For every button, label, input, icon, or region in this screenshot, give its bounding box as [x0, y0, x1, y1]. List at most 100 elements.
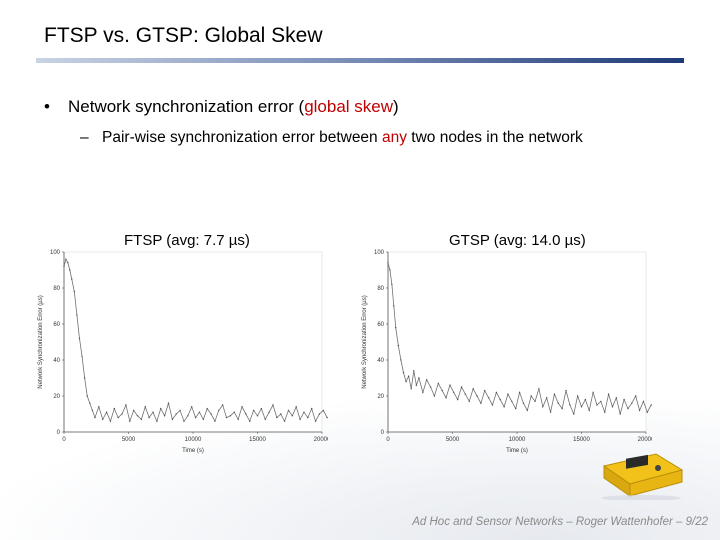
data-point	[515, 407, 517, 410]
data-point	[291, 415, 294, 417]
data-point	[268, 411, 270, 413]
data-point	[160, 407, 162, 410]
data-point	[76, 314, 78, 316]
data-point	[545, 397, 548, 399]
data-point	[89, 402, 91, 404]
data-point	[503, 406, 505, 408]
data-point	[121, 413, 123, 415]
data-point	[415, 384, 418, 386]
data-point	[136, 415, 139, 417]
x-tick-label: 15000	[249, 437, 266, 443]
y-tick-label: 40	[53, 358, 60, 364]
data-point	[167, 402, 170, 404]
data-point	[480, 402, 482, 404]
data-point	[179, 409, 181, 412]
data-point	[650, 404, 652, 406]
x-axis-title: Time (s)	[182, 448, 204, 454]
plot-area	[63, 251, 323, 433]
data-point	[623, 398, 625, 401]
y-tick-label: 60	[53, 322, 60, 328]
series-line	[63, 258, 328, 423]
data-point	[129, 420, 131, 422]
y-tick-label: 60	[377, 322, 384, 328]
slide-title: FTSP vs. GTSP: Global Skew	[44, 24, 323, 47]
data-point	[642, 400, 645, 403]
data-point	[171, 418, 174, 421]
gtsp-chart-caption: GTSP (avg: 14.0 µs)	[449, 232, 586, 249]
data-point	[187, 415, 189, 417]
data-point	[276, 416, 278, 419]
data-point	[476, 395, 478, 397]
data-point	[553, 393, 556, 395]
title-underline	[36, 58, 684, 63]
data-point	[117, 416, 119, 419]
data-point	[526, 409, 529, 412]
x-tick-label: 5000	[122, 437, 136, 443]
plot-area	[387, 251, 647, 433]
data-point	[573, 413, 575, 415]
y-tick-label: 100	[50, 250, 61, 256]
data-point	[397, 344, 400, 347]
data-point	[584, 398, 587, 401]
data-point	[507, 393, 509, 395]
data-point	[405, 380, 407, 383]
y-tick-label: 20	[53, 394, 60, 400]
data-point	[491, 404, 494, 406]
data-point	[78, 337, 81, 340]
data-point	[252, 409, 255, 412]
data-point	[83, 377, 86, 379]
data-point	[418, 377, 420, 379]
data-point	[429, 386, 432, 388]
data-point	[607, 393, 610, 395]
y-tick-label: 40	[377, 358, 384, 364]
data-point	[413, 370, 415, 372]
data-point	[113, 407, 116, 410]
series-line	[387, 262, 652, 416]
bullet-dot-icon: •	[44, 97, 50, 116]
x-tick-label: 20000	[314, 437, 328, 443]
data-point	[194, 416, 197, 419]
bullet1-prefix: Network synchronization error (	[68, 97, 305, 116]
data-point	[410, 388, 412, 390]
data-point	[233, 411, 235, 413]
y-tick-label: 80	[53, 286, 60, 292]
data-point	[518, 391, 521, 394]
data-point	[125, 404, 127, 406]
y-tick-label: 80	[377, 286, 384, 292]
y-axis-title: Network Synchronization Error (µs)	[38, 295, 44, 388]
data-point	[596, 404, 598, 406]
x-tick-label: 10000	[509, 437, 526, 443]
bullet1-highlight: global skew	[304, 97, 394, 116]
data-point	[69, 269, 71, 271]
data-point	[218, 409, 220, 412]
data-point	[260, 407, 263, 410]
data-point	[272, 404, 274, 406]
x-tick-label: 0	[62, 437, 66, 443]
data-point	[511, 400, 513, 403]
data-point	[94, 416, 96, 419]
data-point	[191, 406, 193, 408]
data-point	[472, 388, 474, 390]
y-tick-label: 100	[374, 250, 385, 256]
data-point	[67, 262, 69, 264]
data-point	[163, 415, 166, 417]
data-point	[615, 397, 618, 399]
data-point	[81, 355, 83, 358]
data-point	[487, 397, 490, 399]
data-point	[225, 416, 228, 419]
data-point	[241, 406, 243, 408]
data-point	[156, 420, 158, 422]
data-point	[249, 420, 251, 422]
data-point	[538, 388, 540, 390]
bullet1-suffix: )	[393, 97, 399, 116]
data-point	[229, 415, 232, 417]
ftsp-chart: 0 20 40 60 80 100 0 5000 10000 15000 20000 Time (s)…	[28, 244, 328, 458]
bullet-dash-icon: –	[80, 129, 89, 146]
data-point	[433, 395, 436, 397]
data-point	[73, 290, 76, 293]
data-point	[287, 409, 290, 412]
y-tick-label: 20	[377, 394, 384, 400]
y-axis-title: Network Synchronization Error (µs)	[362, 295, 368, 388]
data-point	[580, 406, 583, 408]
bullet-level-2: – Pair-wise synchronization error between…	[80, 129, 583, 147]
